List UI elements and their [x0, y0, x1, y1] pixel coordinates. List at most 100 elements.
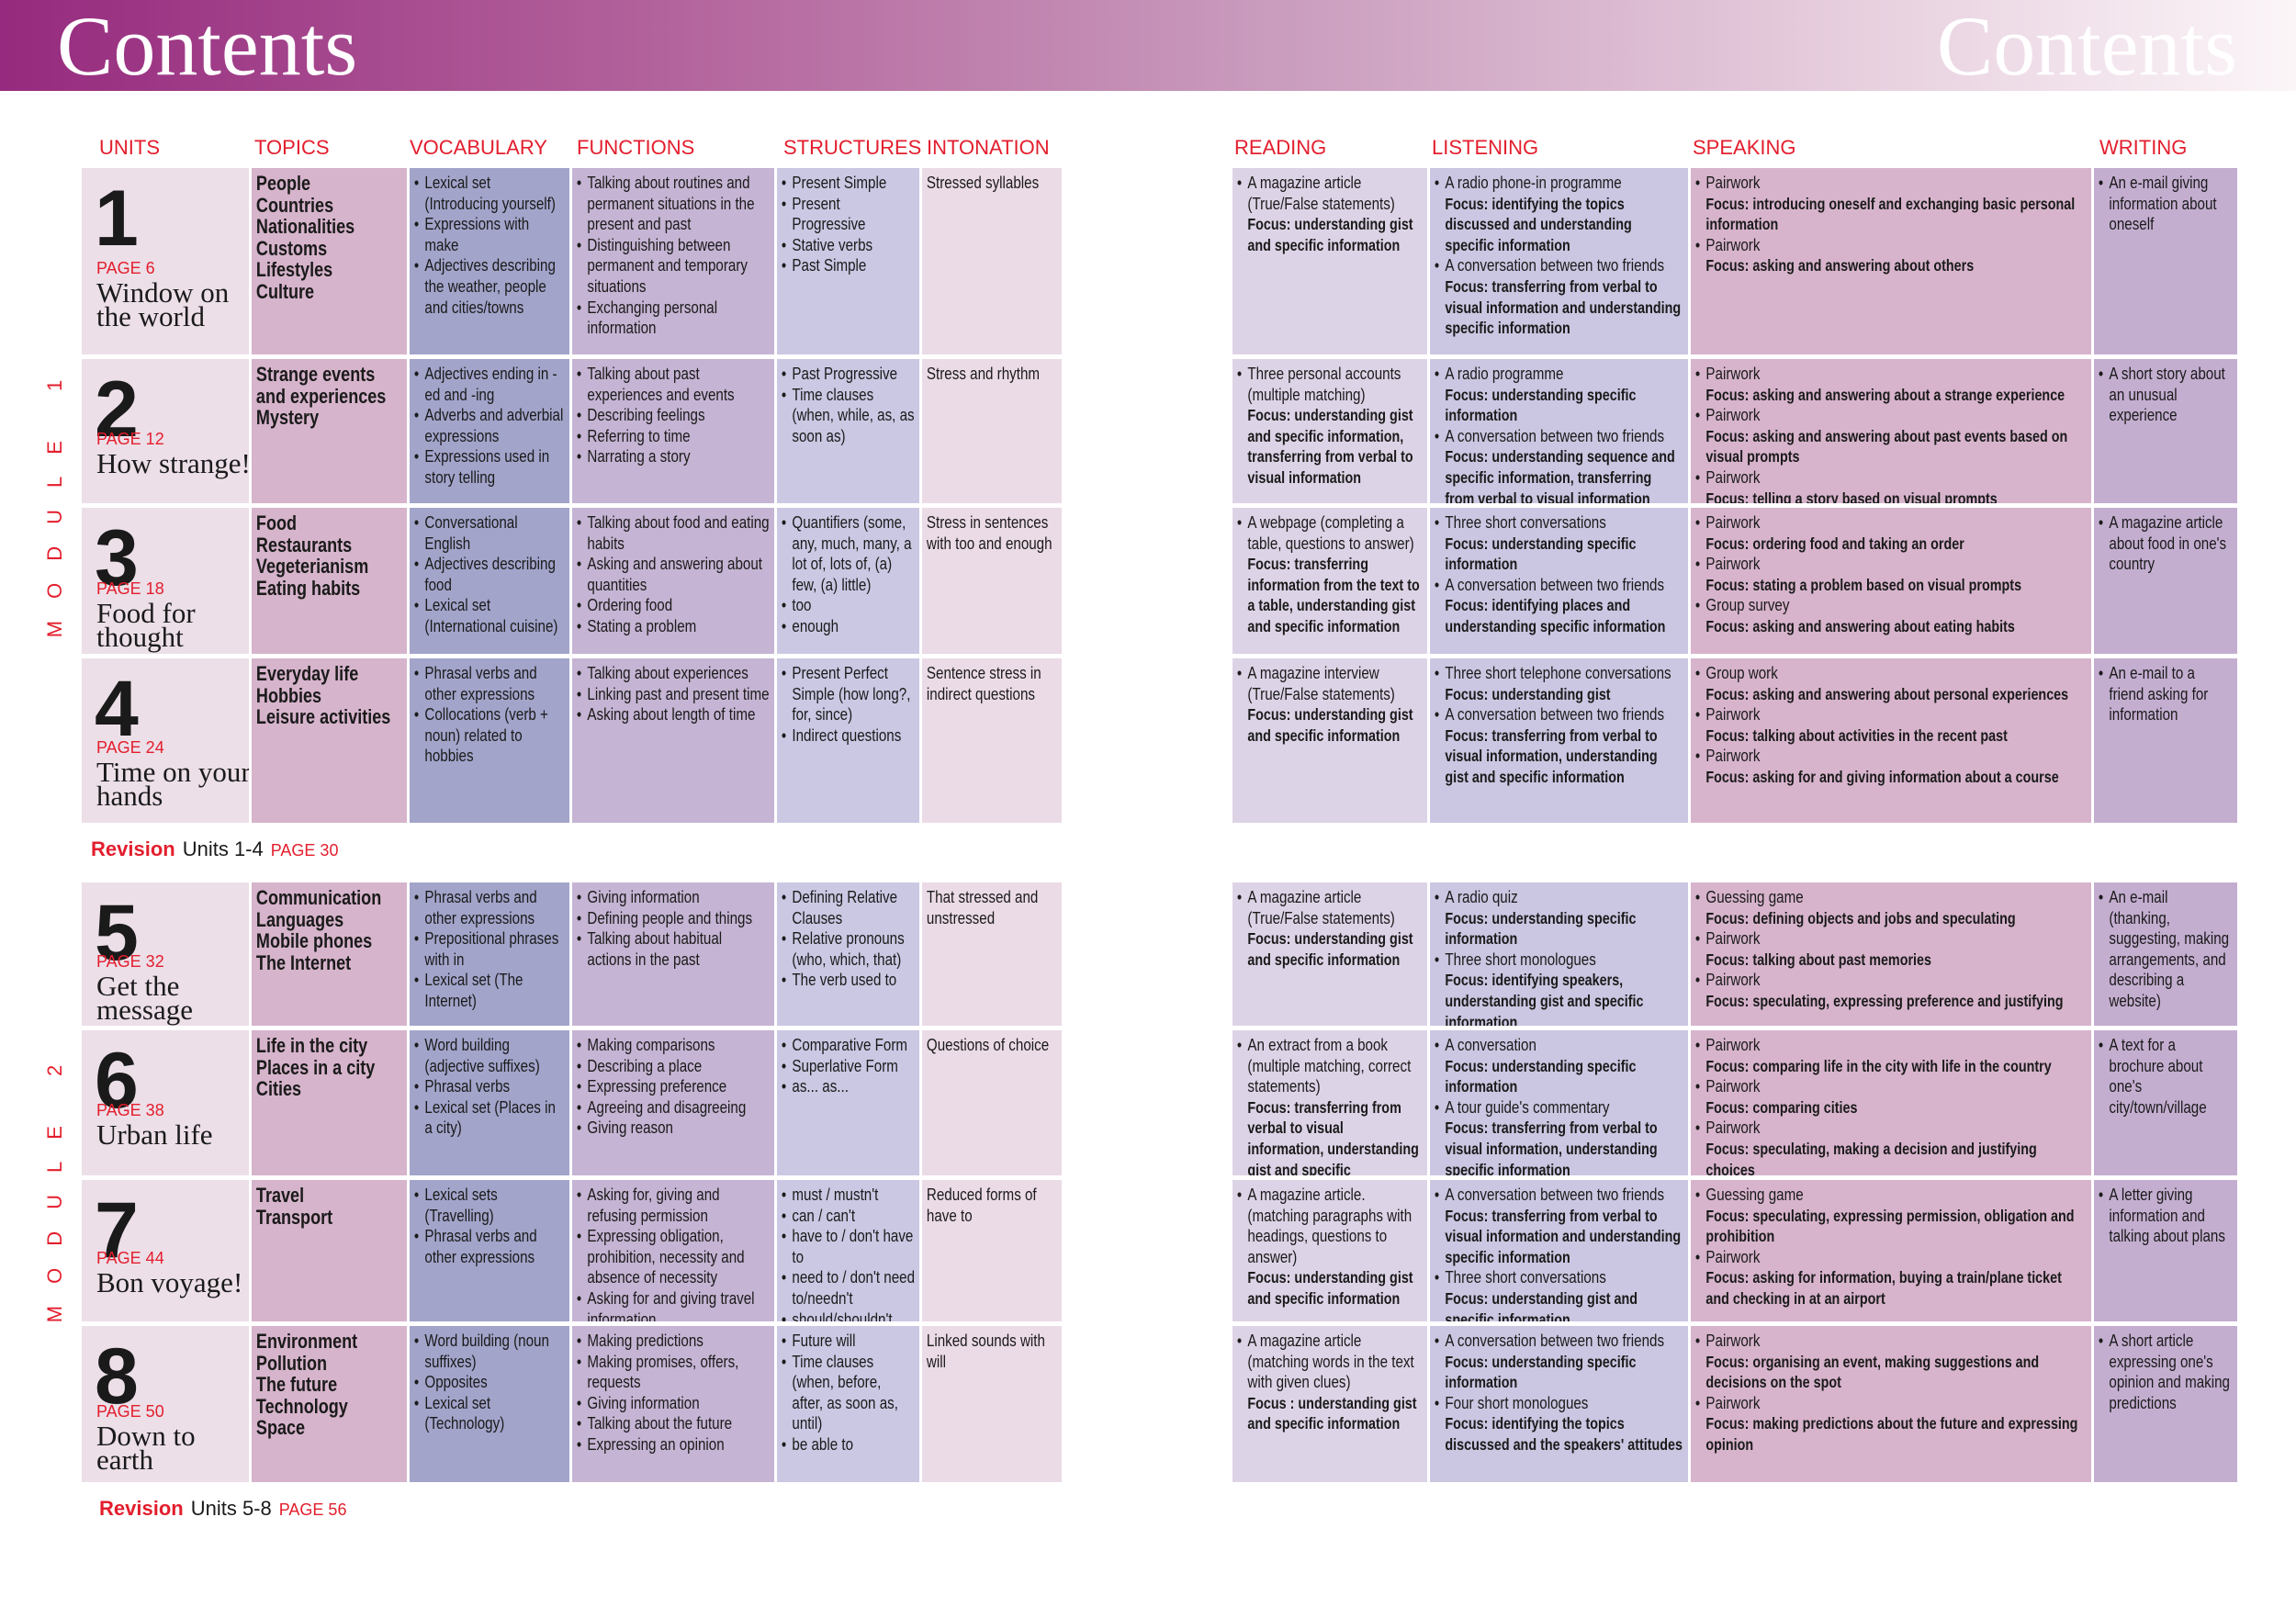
- speaking-item: Pairwork: [1695, 1247, 2087, 1268]
- writing-cell: An e-mail giving information about onese…: [2094, 168, 2237, 354]
- vocabulary-cell: Word building (adjective suffixes)Phrasa…: [410, 1030, 569, 1175]
- revision-label: Revision: [99, 1497, 184, 1520]
- focus: Focus: asking and answering about others: [1705, 256, 1975, 275]
- functions-item: Making comparisons: [577, 1035, 770, 1056]
- cell-content: Giving informationDefining people and th…: [572, 882, 774, 974]
- structures-item: Stative verbs: [782, 235, 915, 256]
- cell-content: Making predictionsMaking promises, offer…: [572, 1326, 774, 1460]
- functions-item: Describing a place: [577, 1056, 770, 1077]
- topic: Pollution: [255, 1351, 328, 1375]
- structures-item: Quantifiers (some, any, much, many, a lo…: [782, 512, 915, 595]
- speaking-item: Pairwork: [1695, 173, 2087, 194]
- column-header: INTONATION: [927, 136, 1050, 159]
- focus: Focus: asking and answering about a stra…: [1705, 385, 2065, 404]
- functions-item: Referring to time: [577, 426, 770, 447]
- structures-cell: Quantifiers (some, any, much, many, a lo…: [777, 508, 919, 654]
- structures-item: can / can't: [782, 1206, 915, 1227]
- structures-item: Defining Relative Clauses: [782, 887, 915, 928]
- vocabulary-cell: Phrasal verbs and other expressionsCollo…: [410, 658, 569, 823]
- cell-content: A short article expressing one's opinion…: [2094, 1326, 2237, 1418]
- unit-cell: 5 PAGE 32 Get the message: [82, 882, 249, 1026]
- focus: Focus: understanding gist: [1445, 684, 1611, 703]
- writing-item: A letter giving information and talking …: [2099, 1185, 2233, 1247]
- cell-content: A letter giving information and talking …: [2094, 1180, 2237, 1252]
- topic: Vegeterianism: [255, 555, 369, 578]
- focus: Focus: understanding gist and specific i…: [1445, 1288, 1638, 1321]
- functions-item: Asking for, giving and refusing permissi…: [577, 1185, 770, 1226]
- structures-item: Superlative Form: [782, 1056, 915, 1077]
- speaking-item: Guessing game: [1695, 887, 2087, 908]
- structures-item: Present Perfect Simple (how long?, for, …: [782, 663, 915, 725]
- unit-title: Bon voyage!: [96, 1266, 243, 1299]
- cell-content: A magazine article about food in one's c…: [2094, 508, 2237, 579]
- unit-page: PAGE 6: [96, 258, 155, 277]
- vocabulary-item: Adverbs and adverbial expressions: [414, 405, 565, 446]
- cell-content: A conversation between two friends Focus:…: [1430, 1180, 1688, 1321]
- functions-item: Talking about experiences: [577, 663, 770, 684]
- focus: Focus: speculating, making a decision an…: [1705, 1139, 2037, 1175]
- writing-item: An e-mail to a friend asking for informa…: [2099, 663, 2233, 725]
- functions-item: Defining people and things: [577, 908, 770, 929]
- vocabulary-item: Lexical set (Places in a city): [414, 1097, 565, 1139]
- vocabulary-item: Opposites: [414, 1372, 565, 1393]
- listening-item: A conversation between two friends: [1435, 575, 1683, 596]
- topic: Eating habits: [255, 576, 361, 600]
- writing-cell: A letter giving information and talking …: [2094, 1180, 2237, 1321]
- focus: Focus: stating a problem based on visual…: [1705, 575, 2022, 594]
- vocabulary-cell: Word building (noun suffixes)OppositesLe…: [410, 1326, 569, 1482]
- writing-item: A magazine article about food in one's c…: [2099, 512, 2233, 575]
- focus: Focus: understanding specific informatio…: [1445, 1352, 1637, 1392]
- reading-item: A magazine interview (True/False stateme…: [1237, 663, 1423, 704]
- unit-page: PAGE 24: [96, 738, 164, 758]
- focus: Focus: comparing life in the city with l…: [1705, 1056, 2052, 1075]
- unit-number: 8: [95, 1332, 139, 1421]
- cell-content: Present SimplePresent ProgressiveStative…: [777, 168, 919, 281]
- unit-number: 3: [95, 514, 139, 602]
- listening-item: A conversation: [1435, 1035, 1683, 1056]
- topic: The Internet: [255, 950, 352, 974]
- functions-item: Distinguishing between permanent and tem…: [577, 235, 770, 298]
- cell-content: Adjectives ending in -ed and -ingAdverbs…: [410, 359, 569, 493]
- speaking-item: Pairwork: [1695, 1393, 2087, 1414]
- cell-content: Everyday life Hobbies Leisure activities: [252, 658, 407, 733]
- focus: Focus: talking about activities in the r…: [1705, 725, 2008, 745]
- topic: Technology: [255, 1394, 348, 1418]
- intonation-cell: Stress and rhythm: [922, 359, 1062, 503]
- topic: Space: [255, 1416, 306, 1439]
- focus: Focus: identifying the topics discussed …: [1445, 194, 1632, 254]
- cell-content: Sentence stress in indirect questions: [922, 658, 1062, 709]
- cell-content: Stress and rhythm: [922, 359, 1062, 389]
- functions-item: Talking about the future: [577, 1413, 770, 1434]
- topic: Leisure activities: [255, 705, 391, 728]
- cell-content: Linked sounds with will: [922, 1326, 1062, 1377]
- cell-content: A magazine article (True/False statement…: [1232, 882, 1427, 974]
- functions-cell: Talking about food and eating habitsAski…: [572, 508, 774, 654]
- revision-line: Revision Units 1-4 PAGE 30: [91, 837, 338, 861]
- column-header: VOCABULARY: [410, 136, 547, 159]
- vocabulary-cell: Lexical set (Introducing yourself)Expres…: [410, 168, 569, 354]
- focus: Focus: identifying places and understand…: [1445, 596, 1666, 635]
- module-label: MODULE 1: [43, 357, 66, 638]
- writing-cell: An e-mail (thanking, suggesting, making …: [2094, 882, 2237, 1026]
- listening-item: A conversation between two friends: [1435, 1185, 1683, 1206]
- focus: Focus: talking about past memories: [1705, 950, 1931, 969]
- topic: Life in the city: [255, 1034, 368, 1057]
- listening-item: A conversation between two friends: [1435, 704, 1683, 725]
- speaking-item: Pairwork: [1695, 1076, 2087, 1097]
- vocabulary-item: Lexical set (Technology): [414, 1393, 565, 1434]
- writing-item: A short article expressing one's opinion…: [2099, 1331, 2233, 1413]
- cell-content: A magazine article. (matching paragraphs…: [1232, 1180, 1427, 1314]
- cell-content: A magazine article (True/False statement…: [1232, 168, 1427, 260]
- structures-cell: Present Perfect Simple (how long?, for, …: [777, 658, 919, 823]
- focus: Focus: understanding sequence and specif…: [1445, 447, 1675, 503]
- speaking-item: Group survey: [1695, 595, 2087, 616]
